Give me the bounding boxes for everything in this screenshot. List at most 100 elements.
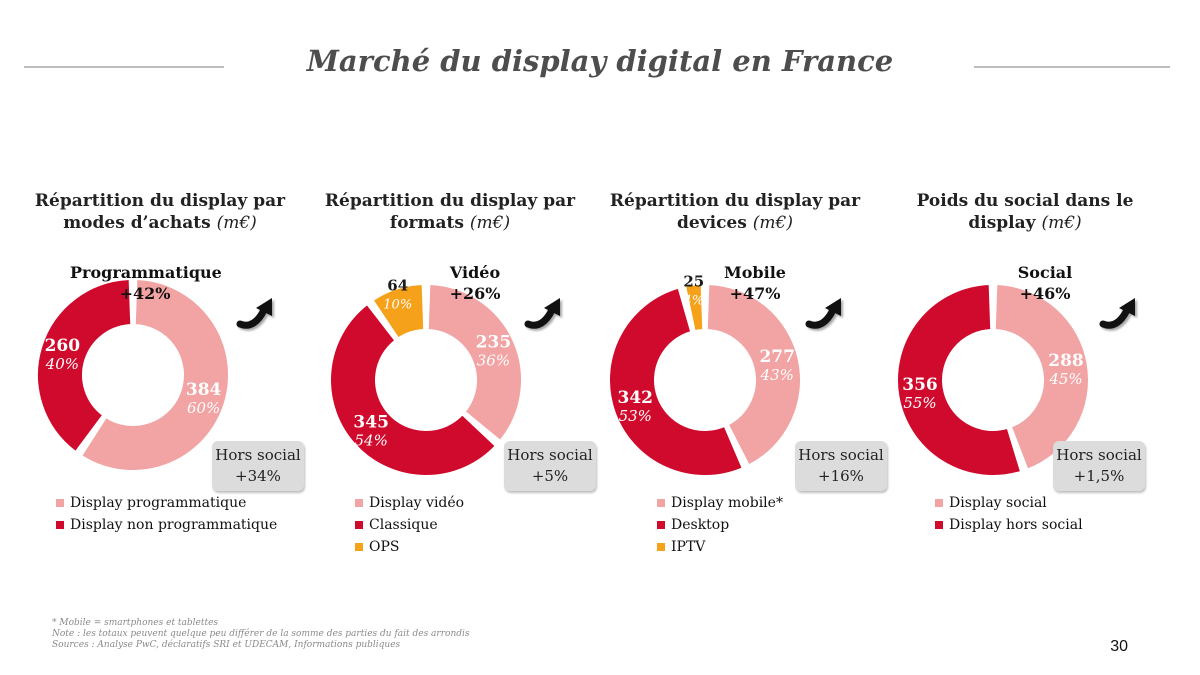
legend-label: Display hors social [949,517,1083,533]
legend-swatch [935,521,943,529]
legend-label: Desktop [671,517,730,533]
hors-social-box: Hors social +1,5% [1053,441,1145,491]
legend-swatch [657,543,665,551]
legend-label: IPTV [671,539,706,555]
hors-social-value: +1,5% [1073,467,1125,485]
slice-value-label: 25 [683,273,704,291]
slice-value-label: 235 [476,333,512,353]
slice-display-non-programmatique [36,278,133,454]
growth-arrow-icon [1099,298,1135,329]
legend-swatch [56,521,64,529]
slice-percent-label: 53% [619,407,652,425]
legend: Display social Display hors social [935,492,1083,536]
legend-item: Display hors social [935,514,1083,536]
slice-display-hors-social [896,283,1023,477]
chart-title-text: Répartition du display par modes d’achat… [34,191,286,233]
legend-swatch [657,499,665,507]
legend-item: Desktop [657,514,783,536]
chart-panel-formats: Répartition du display par formats (m€) 2… [310,190,596,570]
legend-label: Display non programmatique [70,517,278,533]
slice-percent-label: 55% [903,394,936,412]
growth-value: +26% [449,284,501,303]
slice-percent-label: 4% [682,294,704,309]
chart-title: Répartition du display par devices (m€) [595,190,875,234]
growth-callout: Mobile +47% [680,262,830,304]
slice-value-label: 342 [618,388,654,408]
chart-title: Répartition du display par formats (m€) [310,190,590,234]
hors-social-value: +16% [818,467,864,485]
growth-label: Vidéo [449,263,501,282]
slice-value-label: 288 [1048,351,1084,371]
slice-value-label: 277 [759,347,795,367]
hors-social-value: +5% [531,467,569,485]
growth-value: +42% [119,284,171,303]
slice-display-mobile [705,283,802,467]
slice-value-label: 345 [353,413,389,433]
chart-title-unit: (m€) [216,213,257,233]
slice-display-programmatique [79,278,230,472]
slice-percent-label: 40% [45,355,79,373]
slice-display-video [426,283,523,443]
legend-label: OPS [369,539,400,555]
legend-item: Display non programmatique [56,514,277,536]
legend-label: Display social [949,495,1047,511]
chart-title-unit: (m€) [469,213,511,233]
legend-label: Display mobile* [671,495,783,511]
legend-swatch [935,499,943,507]
chart-title-text: Répartition du display par devices [609,191,861,233]
legend-item: Display mobile* [657,492,783,514]
chart-title-text: Poids du social dans le display [916,191,1134,233]
hors-social-value: +34% [235,467,281,485]
slice-percent-label: 43% [760,366,794,384]
growth-callout: Programmatique +42% [70,262,222,304]
slice-desktop [608,286,745,477]
legend-item: OPS [355,536,464,558]
growth-callout: Social +46% [970,262,1120,304]
slice-value-label: 384 [186,380,222,400]
footnotes: * Mobile = smartphones et tablettes Note… [52,618,470,651]
legend: Display vidéo Classique OPS [355,492,464,558]
growth-label: Programmatique [70,263,222,282]
slice-percent-label: 10% [383,297,412,312]
growth-label: Mobile [724,263,786,282]
hors-social-label: Hors social [1056,446,1142,464]
slice-value-label: 64 [387,276,408,294]
footnote-sources: Sources : Analyse PwC, déclaratifs SRI e… [52,640,401,650]
footnote-note: Note : les totaux peuvent quelque peu di… [52,629,470,639]
legend: Display programmatique Display non progra… [56,492,277,536]
hors-social-box: Hors social +5% [504,441,596,491]
hors-social-label: Hors social [507,446,593,464]
legend-swatch [56,499,64,507]
growth-callout: Vidéo +26% [400,262,550,304]
page-title: Marché du display digital en France [306,44,894,78]
chart-title-unit: (m€) [752,213,793,233]
legend-swatch [355,499,363,507]
growth-arrow-icon [524,298,560,329]
chart-title-text: Répartition du display par formats [324,191,576,233]
legend-label: Display vidéo [369,495,465,511]
legend-label: Classique [369,517,438,533]
growth-value: +46% [1019,284,1071,303]
slice-percent-label: 45% [1048,370,1082,388]
slice-classique [329,302,498,477]
slice-value-label: 356 [902,375,938,395]
legend-label: Display programmatique [70,495,247,511]
footnote-mobile: * Mobile = smartphones et tablettes [52,618,219,628]
hors-social-box: Hors social +16% [795,441,887,491]
legend-item: Display vidéo [355,492,464,514]
slice-ops [371,283,426,340]
title-rule-left [24,66,224,68]
page-number: 30 [1110,638,1128,655]
chart-panel-devices: Répartition du display par devices (m€) 2… [595,190,887,570]
legend-item: Display programmatique [56,492,277,514]
title-rule-right [974,66,1170,68]
growth-value: +47% [729,284,781,303]
growth-label: Social [1017,263,1073,282]
slice-iptv [683,283,705,333]
chart-panel-purchase-modes: Répartition du display par modes d’achat… [20,190,304,570]
hors-social-label: Hors social [215,446,301,464]
growth-arrow-icon [805,298,841,329]
slice-value-label: 260 [45,336,81,356]
legend-item: Display social [935,492,1083,514]
